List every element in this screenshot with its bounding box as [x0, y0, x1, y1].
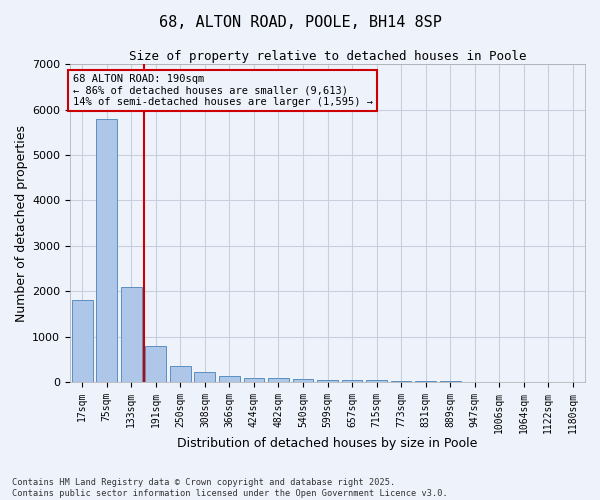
Bar: [72, 300, 92, 382]
Bar: [268, 378, 289, 382]
Bar: [391, 381, 412, 382]
Bar: [219, 376, 240, 382]
X-axis label: Distribution of detached houses by size in Poole: Distribution of detached houses by size …: [178, 437, 478, 450]
Bar: [121, 286, 142, 382]
Text: Contains HM Land Registry data © Crown copyright and database right 2025.
Contai: Contains HM Land Registry data © Crown c…: [12, 478, 448, 498]
Bar: [244, 378, 265, 382]
Bar: [293, 379, 313, 382]
Text: 68, ALTON ROAD, POOLE, BH14 8SP: 68, ALTON ROAD, POOLE, BH14 8SP: [158, 15, 442, 30]
Bar: [341, 380, 362, 382]
Bar: [317, 380, 338, 382]
Bar: [194, 372, 215, 382]
Text: 68 ALTON ROAD: 190sqm
← 86% of detached houses are smaller (9,613)
14% of semi-d: 68 ALTON ROAD: 190sqm ← 86% of detached …: [73, 74, 373, 107]
Title: Size of property relative to detached houses in Poole: Size of property relative to detached ho…: [129, 50, 526, 63]
Bar: [415, 381, 436, 382]
Bar: [145, 346, 166, 382]
Y-axis label: Number of detached properties: Number of detached properties: [15, 124, 28, 322]
Bar: [97, 118, 117, 382]
Bar: [170, 366, 191, 382]
Bar: [366, 380, 387, 382]
